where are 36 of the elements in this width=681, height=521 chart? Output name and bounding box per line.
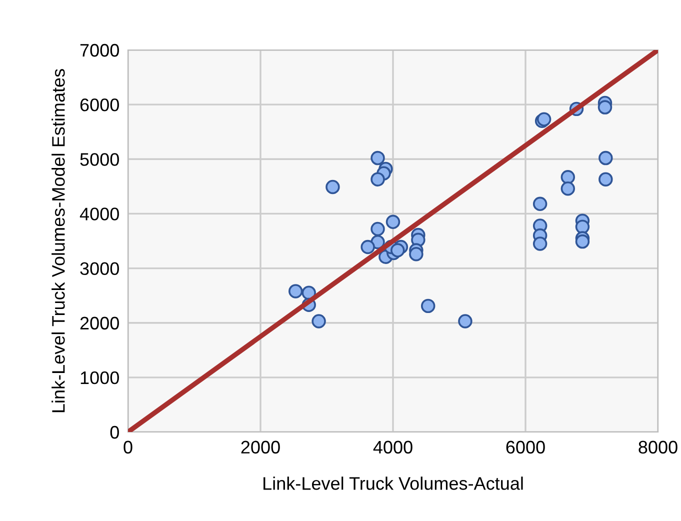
point [386,214,400,230]
point [598,150,613,166]
y-tick-label: 6000 [80,98,119,112]
point [409,246,424,262]
x-tick-label: 4000 [373,440,412,454]
point [532,196,548,212]
point [560,181,576,196]
point [326,180,340,194]
point [288,284,303,298]
x-tick-label: 6000 [506,440,545,454]
point [575,234,590,249]
point [458,314,472,328]
x-axis-title: Link-Level Truck Volumes-Actual [264,476,523,490]
point [532,236,548,251]
point [360,240,375,254]
point [560,170,576,184]
y-tick-label: 5000 [80,153,119,166]
y-tick-label: 7000 [80,44,119,57]
point [370,172,385,186]
point [390,243,405,258]
x-tick-label: 8000 [638,440,678,454]
point [598,172,613,186]
point [370,150,385,166]
point [370,222,385,236]
point [420,298,436,314]
y-tick-label: 3000 [80,262,119,276]
x-tick-label: 0 [124,440,132,454]
point [598,100,612,114]
point [312,314,326,328]
y-tick-label: 0 [110,426,119,439]
y-tick-label: 1000 [80,371,119,384]
x-tick-label: 2000 [241,440,280,454]
y-axis-title: Link-Level Truck Volumes-Model Estimates [52,69,65,412]
y-tick-label: 2000 [80,316,119,330]
point [575,220,590,234]
y-tick-label: 4000 [80,208,119,220]
